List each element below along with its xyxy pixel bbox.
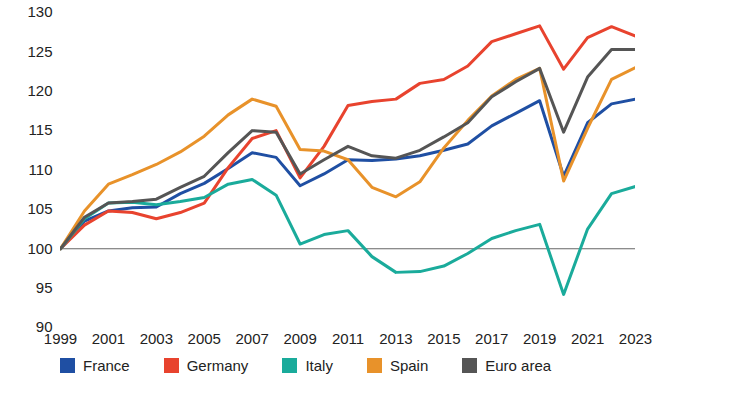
svg-text:2009: 2009 xyxy=(283,330,316,347)
svg-text:130: 130 xyxy=(27,3,52,20)
svg-text:90: 90 xyxy=(36,318,53,335)
svg-text:120: 120 xyxy=(27,82,52,99)
svg-text:105: 105 xyxy=(27,200,52,217)
svg-text:2005: 2005 xyxy=(188,330,221,347)
svg-text:2023: 2023 xyxy=(619,330,652,347)
html-text:Italy: Italy xyxy=(305,357,333,374)
svg-text:110: 110 xyxy=(29,161,53,178)
svg-text:2013: 2013 xyxy=(379,330,412,347)
svg-text:2011: 2011 xyxy=(332,330,364,347)
svg-text:95: 95 xyxy=(36,279,53,296)
svg-text:2017: 2017 xyxy=(475,330,508,347)
html-text:France: France xyxy=(83,357,130,374)
svg-text:2015: 2015 xyxy=(427,330,460,347)
svg-text:2001: 2001 xyxy=(92,330,125,347)
svg-text:100: 100 xyxy=(27,240,52,257)
html-text:Euro area: Euro area xyxy=(485,357,552,374)
svg-text:2007: 2007 xyxy=(235,330,268,347)
svg-text:115: 115 xyxy=(29,121,53,138)
html-text:Spain: Spain xyxy=(389,357,429,374)
svg-text:2021: 2021 xyxy=(571,330,604,347)
svg-text:2003: 2003 xyxy=(140,330,173,347)
svg-text:1999: 1999 xyxy=(43,330,78,348)
svg-text:125: 125 xyxy=(27,43,52,60)
svg-text:2019: 2019 xyxy=(523,330,556,347)
html-text:Germany: Germany xyxy=(186,357,249,374)
